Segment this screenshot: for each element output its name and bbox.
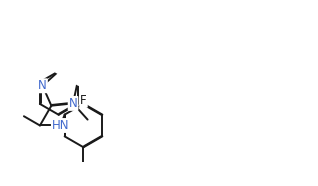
Text: F: F (80, 94, 87, 107)
Text: N: N (69, 97, 77, 110)
Text: N: N (38, 79, 47, 92)
Text: HN: HN (52, 119, 69, 132)
